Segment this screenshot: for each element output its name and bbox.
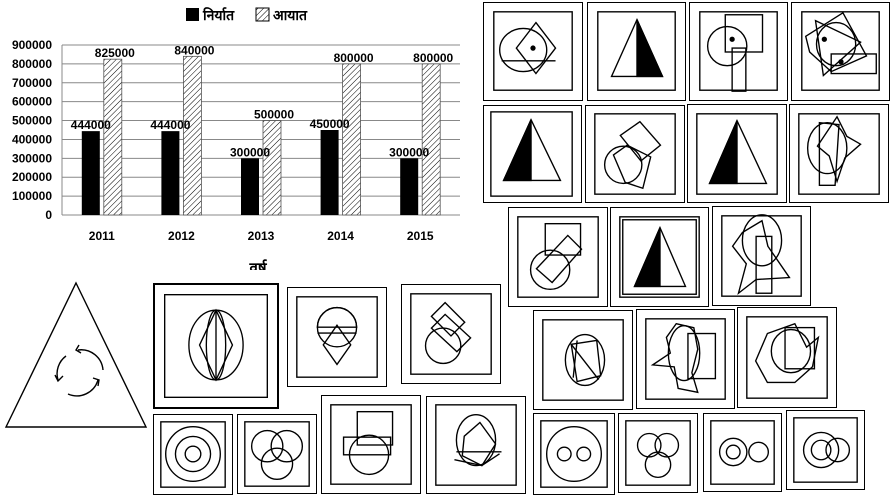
option-tile-14[interactable] <box>401 284 501 384</box>
option-tile-7[interactable] <box>687 104 787 203</box>
data-label-import: 800000 <box>334 51 374 65</box>
legend-label-import: आयात <box>273 8 308 24</box>
option-tile-4[interactable] <box>791 2 890 101</box>
circular-arrows-icon <box>54 344 104 397</box>
y-tick-label: 600000 <box>12 95 52 109</box>
option-tile-1[interactable] <box>483 2 583 101</box>
option-tile-10[interactable] <box>610 207 709 307</box>
bar-export <box>81 131 100 215</box>
option-tile-20[interactable] <box>321 395 421 494</box>
data-label-export: 450000 <box>310 117 350 131</box>
data-labels: 444000 825000 444000 840000 300000 500000 4500… <box>71 43 454 159</box>
option-tile-23[interactable] <box>618 413 698 493</box>
y-tick-label: 800000 <box>12 57 52 71</box>
option-tile-17[interactable] <box>737 307 837 408</box>
y-tick-label: 100000 <box>12 189 52 203</box>
bar-export <box>320 130 339 215</box>
y-tick-label: 400000 <box>12 132 52 146</box>
option-tile-11[interactable] <box>712 206 811 306</box>
option-tile-8[interactable] <box>789 104 889 203</box>
bar-chart: 900000 800000 700000 600000 500000 400000 3000… <box>12 7 460 270</box>
y-tick-label: 700000 <box>12 76 52 90</box>
legend-label-export: निर्यात <box>202 7 235 24</box>
option-tile-3[interactable] <box>689 2 788 101</box>
question-triangle <box>4 281 148 428</box>
x-tick-label: 2013 <box>248 229 275 243</box>
data-label-import: 840000 <box>174 43 214 57</box>
x-axis-label: वर्ष <box>248 259 267 270</box>
data-label-import: 825000 <box>95 46 135 60</box>
grid-lines <box>61 44 460 216</box>
x-tick-label: 2014 <box>327 229 354 243</box>
option-tile-2[interactable] <box>587 2 686 101</box>
bar-export <box>161 131 180 215</box>
x-tick-label: 2011 <box>89 229 115 243</box>
bar-export <box>400 158 419 215</box>
bar-import <box>421 63 441 216</box>
bar-import <box>103 58 123 216</box>
option-tile-18[interactable] <box>153 414 233 495</box>
option-tile-19[interactable] <box>237 414 317 494</box>
option-tile-9[interactable] <box>508 207 608 307</box>
y-tick-label: 300000 <box>12 151 52 165</box>
data-label-import: 800000 <box>413 51 453 65</box>
option-tile-12[interactable] <box>153 283 279 409</box>
option-tile-6[interactable] <box>585 105 685 203</box>
y-tick-labels: 900000 800000 700000 600000 500000 400000 3000… <box>12 38 52 222</box>
bar-import <box>182 55 202 216</box>
data-label-export: 300000 <box>389 145 429 159</box>
data-label-export: 300000 <box>230 145 270 159</box>
x-tick-label: 2012 <box>168 229 195 243</box>
legend-swatch-import <box>255 7 270 22</box>
data-label-export: 444000 <box>150 118 190 132</box>
x-tick-label: 2015 <box>407 229 434 243</box>
y-tick-label: 500000 <box>12 114 52 128</box>
y-tick-label: 0 <box>45 208 52 222</box>
option-tile-22[interactable] <box>533 413 615 495</box>
legend-swatch-export <box>186 8 199 21</box>
y-tick-label: 200000 <box>12 170 52 184</box>
bar-export <box>241 158 259 215</box>
option-tile-25[interactable] <box>786 410 865 490</box>
option-tile-21[interactable] <box>426 396 526 494</box>
y-tick-label: 900000 <box>12 38 52 52</box>
option-tile-16[interactable] <box>636 309 735 409</box>
bar-import <box>342 63 362 216</box>
bars <box>81 55 441 216</box>
x-tick-labels: 2011 2012 2013 2014 2015 <box>89 229 434 243</box>
option-tile-5[interactable] <box>483 105 582 203</box>
option-tile-24[interactable] <box>703 413 782 492</box>
bar-import <box>262 120 282 216</box>
data-label-import: 500000 <box>254 108 294 122</box>
option-tile-15[interactable] <box>533 310 633 410</box>
option-tile-13[interactable] <box>287 287 387 387</box>
data-label-export: 444000 <box>71 118 111 132</box>
